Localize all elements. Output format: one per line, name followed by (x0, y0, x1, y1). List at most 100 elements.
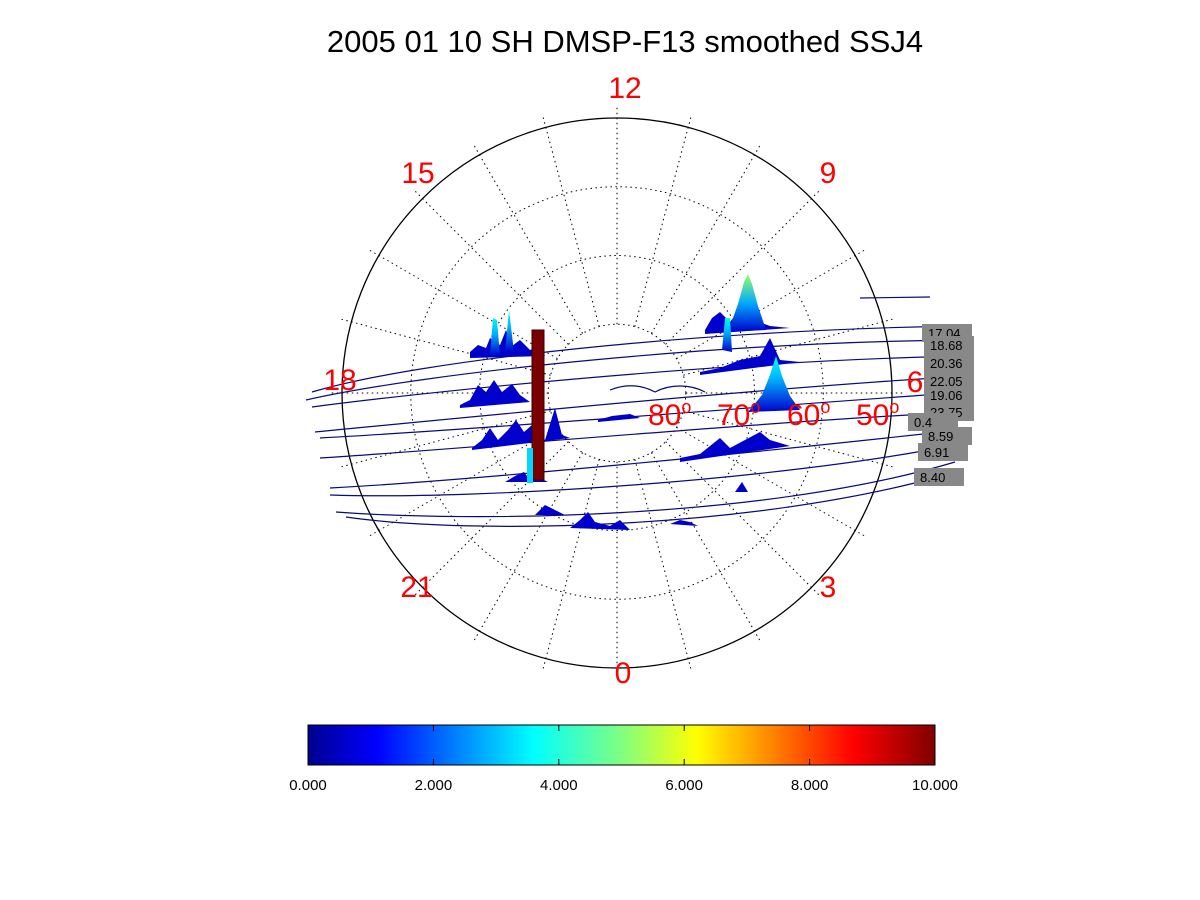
mlt-label-0: 0 (615, 657, 632, 690)
mlt-label-15: 15 (401, 157, 434, 190)
track-line (329, 429, 961, 489)
peak-high-bar-cap (527, 448, 533, 483)
mlt-label-12: 12 (608, 72, 641, 105)
colorbar-tick-label: 0.000 (289, 777, 327, 794)
peak-blob (670, 520, 698, 526)
pass-tag-box (924, 386, 974, 404)
colorbar-tick-label: 4.000 (540, 777, 578, 794)
mlt-spoke (665, 441, 821, 597)
track-line (329, 444, 956, 497)
colorbar: 0.000 2.000 4.000 6.000 8.000 10.000 (289, 724, 958, 794)
peak-blob (700, 338, 800, 375)
colorbar-ticks: 0.000 2.000 4.000 6.000 8.000 10.000 (289, 725, 958, 794)
track-line (314, 375, 969, 433)
pass-tag-label: 6.91 (924, 445, 949, 460)
colorbar-tick-label: 10.000 (912, 777, 958, 794)
mlt-spoke (676, 249, 866, 360)
mlt-spoke (634, 459, 692, 671)
colorbar-tick-label: 6.000 (665, 777, 703, 794)
mlt-spoke (413, 441, 569, 597)
peak-blob (598, 414, 640, 422)
pass-tag-box (924, 372, 974, 390)
pass-tag-label: 18.68 (930, 338, 963, 353)
mlt-spoke (339, 318, 551, 376)
mlt-label-6: 6 (907, 366, 924, 399)
track-line (319, 411, 969, 459)
peak-high-bar (531, 329, 545, 481)
mlt-label-3: 3 (820, 571, 837, 604)
pass-tag-label: 8.59 (928, 429, 953, 444)
pass-tag: 18.68 (924, 336, 974, 354)
pass-tag-label: 0.4 (914, 415, 932, 430)
mlt-label-21: 21 (400, 571, 433, 604)
pass-tag-label: 8.40 (920, 470, 945, 485)
flux-peaks (460, 274, 800, 530)
latitude-circle (410, 186, 824, 600)
track-line (859, 296, 931, 299)
pass-tag-label: 20.36 (930, 356, 963, 371)
peak-blob (735, 482, 748, 492)
mlt-spoke (650, 144, 761, 334)
peak-blob (505, 310, 514, 352)
mlt-spoke (634, 115, 692, 327)
lat-label-80: 80o (648, 397, 691, 432)
track-line (345, 474, 946, 527)
lat-label-70: 70o (717, 397, 760, 432)
peak-blob (728, 274, 766, 332)
pass-tag: 8.59 (922, 427, 972, 445)
peak-blob (490, 318, 500, 356)
pass-tag: 22.05 (924, 372, 974, 390)
lat-label-50: 50o (856, 397, 899, 432)
peak-blob (535, 505, 565, 515)
pass-tag: 6.91 (918, 443, 968, 461)
pass-tag: 20.36 (924, 354, 974, 372)
pass-tag-box (918, 443, 968, 461)
mlt-labels: 12 9 6 3 0 21 18 15 (323, 72, 923, 690)
pass-tag: 8.40 (914, 468, 964, 486)
satellite-tracks (305, 296, 969, 527)
mlt-spoke (683, 318, 895, 376)
mlt-spoke (413, 189, 569, 345)
mlt-spoke (650, 452, 761, 642)
mlt-spoke (473, 144, 584, 334)
mlt-spoke (542, 459, 600, 671)
track-line (311, 355, 969, 408)
latitude-circle (479, 255, 755, 531)
mlt-label-9: 9 (820, 157, 837, 190)
track-line (609, 385, 706, 393)
track-line (311, 325, 961, 393)
mlt-spoke (339, 410, 551, 468)
pass-tag-box (908, 413, 958, 431)
pass-tag-box (924, 354, 974, 372)
chart-title: 2005 01 10 SH DMSP-F13 smoothed SSJ4 (327, 24, 923, 59)
track-line (305, 339, 966, 401)
pass-tag-label: 19.06 (930, 388, 963, 403)
mlt-spoke (542, 115, 600, 327)
mlt-label-18: 18 (323, 364, 356, 397)
colorbar-tick-label: 2.000 (415, 777, 453, 794)
latitude-labels: 80o 70o 60o 50o (648, 397, 899, 432)
mlt-spoke (473, 452, 584, 642)
colorbar-tick-label: 8.000 (791, 777, 829, 794)
pass-tag-box (914, 468, 964, 486)
peak-blob (472, 408, 570, 450)
mlt-spoke (665, 189, 821, 345)
peak-blob (680, 432, 790, 462)
lat-label-60: 60o (787, 397, 830, 432)
peak-blob (460, 380, 530, 408)
peak-blob (570, 512, 630, 530)
mlt-spoke (368, 426, 558, 537)
colorbar-gradient (307, 724, 936, 766)
pass-tag: 19.06 (924, 386, 974, 404)
polar-grid (330, 106, 904, 680)
peak-blob (748, 356, 800, 412)
pass-time-tags: 17.0418.6820.3622.0519.0623.750.48.596.9… (908, 324, 974, 486)
peak-blob (722, 318, 732, 352)
pass-tag-box (924, 336, 974, 354)
mlt-spoke (676, 426, 866, 537)
track-line (335, 461, 956, 518)
pass-tag-box (922, 427, 972, 445)
pass-tag-label: 22.05 (930, 374, 963, 389)
mlt-spoke (368, 249, 558, 360)
